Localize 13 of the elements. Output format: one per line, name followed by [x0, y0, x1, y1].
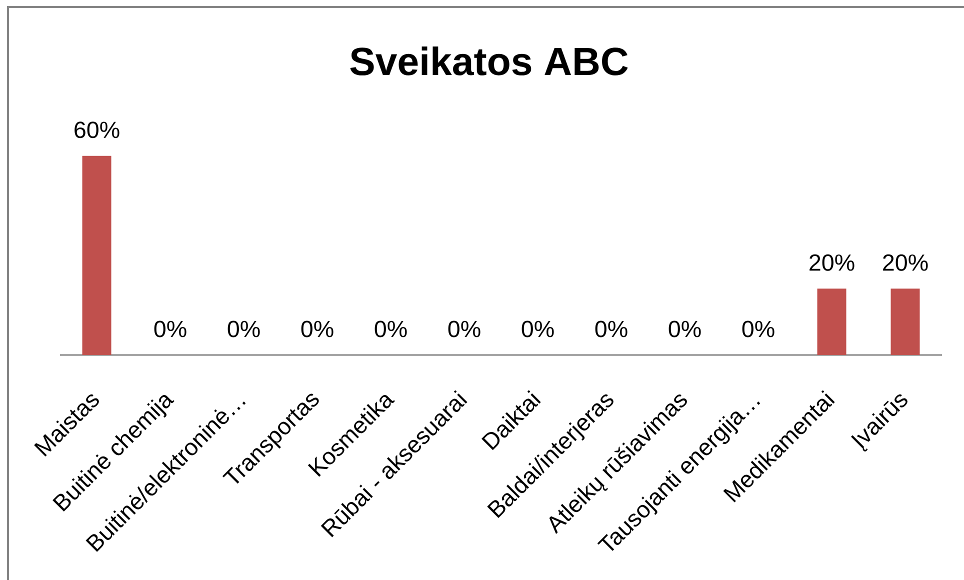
data-label: 0% [228, 320, 260, 338]
data-label: 0% [154, 320, 186, 338]
data-label: 0% [448, 320, 480, 338]
data-label: 0% [742, 320, 774, 338]
data-label: 60% [74, 122, 120, 138]
data-label: 0% [595, 320, 628, 338]
data-label: 0% [668, 320, 701, 338]
data-label: 20% [810, 254, 854, 271]
data-label: 0% [374, 320, 407, 338]
data-label: 20% [883, 254, 928, 271]
data-label: 0% [522, 320, 554, 338]
data-label: 0% [301, 320, 334, 338]
chart-title: Sveikatos ABC [350, 46, 628, 76]
